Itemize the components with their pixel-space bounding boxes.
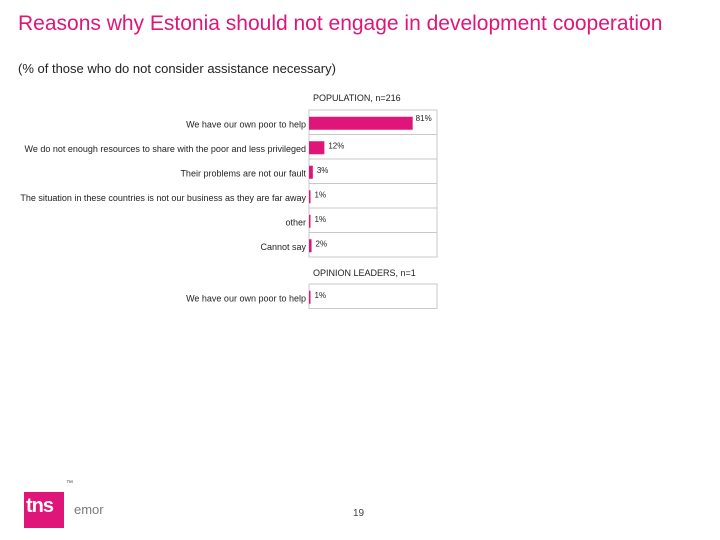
page-subtitle: (% of those who do not consider assistan…: [18, 61, 336, 76]
page-title: Reasons why Estonia should not engage in…: [18, 12, 663, 35]
logo-suffix: emor: [74, 502, 104, 517]
bar: [309, 190, 311, 204]
bar: [309, 141, 325, 155]
bar: [309, 116, 413, 130]
chart-title: OPINION LEADERS, n=1: [313, 268, 416, 278]
bar: [309, 165, 313, 179]
category-label: Cannot say: [260, 242, 306, 252]
data-label: 3%: [317, 166, 329, 175]
bar: [309, 290, 311, 304]
data-label: 1%: [315, 215, 327, 224]
logo-tile: [24, 492, 64, 528]
logo-trademark: ™: [66, 480, 73, 487]
category-label: We do not enough resources to share with…: [24, 144, 306, 154]
category-label: other: [285, 217, 306, 227]
category-label: Their problems are not our fault: [180, 168, 306, 178]
data-label: 1%: [315, 190, 327, 199]
slide-number: 19: [353, 508, 365, 519]
category-label: We have our own poor to help: [186, 119, 306, 129]
bar: [309, 214, 311, 228]
chart-title: POPULATION, n=216: [313, 93, 401, 103]
category-label: The situation in these countries is not …: [20, 193, 306, 203]
tns-emor-logo: ™ tns emor: [24, 478, 134, 528]
category-label: We have our own poor to help: [186, 293, 306, 303]
logo-text: tns: [26, 495, 54, 517]
data-label: 1%: [315, 291, 327, 300]
data-label: 12%: [328, 141, 344, 150]
bar: [309, 239, 312, 253]
plot-frame: [308, 283, 438, 309]
data-label: 81%: [416, 114, 432, 123]
data-label: 2%: [316, 239, 328, 248]
